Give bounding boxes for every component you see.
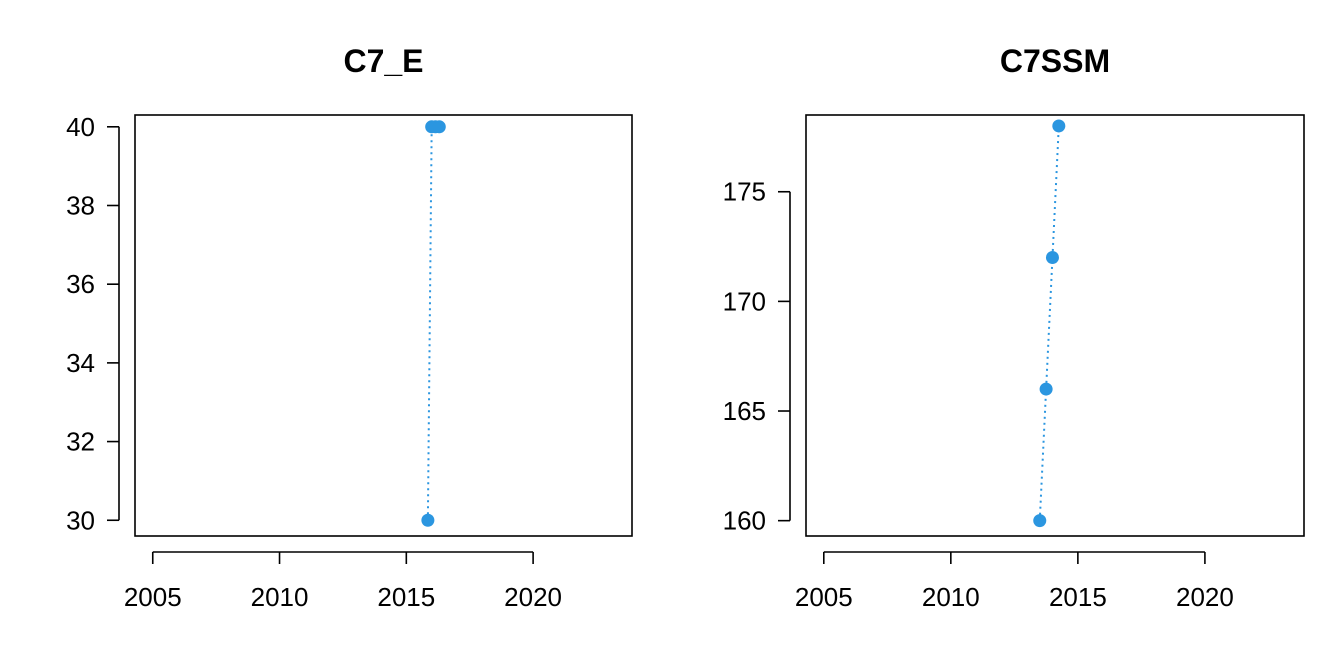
panel-c7ssm: C7SSM 2005 2010 2015 2020 160 165 170 175 [723, 43, 1305, 612]
data-point [432, 120, 446, 134]
chart-title: C7_E [343, 43, 423, 79]
x-tick-label: 2010 [251, 582, 309, 612]
data-point [421, 513, 435, 527]
plot-frame [134, 114, 633, 537]
series-line [1038, 125, 1060, 521]
x-tick-label: 2005 [124, 582, 182, 612]
data-point [1039, 382, 1053, 396]
y-tick-label: 30 [66, 505, 95, 535]
data-point [1052, 119, 1066, 133]
y-tick-label: 165 [723, 396, 766, 426]
y-tick-label: 34 [66, 348, 95, 378]
y-tick-label: 175 [723, 177, 766, 207]
y-tick-label: 32 [66, 427, 95, 457]
panel-c7-e: C7_E 2005 2010 2015 2020 30 32 34 36 38 40 [66, 43, 633, 612]
chart-title: C7SSM [1000, 43, 1110, 79]
series-line [426, 125, 440, 521]
x-tick-label: 2015 [1049, 582, 1107, 612]
y-tick-label: 170 [723, 286, 766, 316]
x-tick-label: 2010 [922, 582, 980, 612]
data-point [1033, 514, 1047, 528]
x-tick-label: 2015 [377, 582, 435, 612]
x-tick-label: 2020 [1176, 582, 1234, 612]
y-tick-label: 36 [66, 269, 95, 299]
x-tick-label: 2005 [795, 582, 853, 612]
y-tick-label: 160 [723, 506, 766, 536]
y-tick-label: 40 [66, 112, 95, 142]
x-tick-label: 2020 [504, 582, 562, 612]
y-tick-label: 38 [66, 190, 95, 220]
data-point [1045, 251, 1059, 265]
plot-frame [805, 114, 1305, 537]
